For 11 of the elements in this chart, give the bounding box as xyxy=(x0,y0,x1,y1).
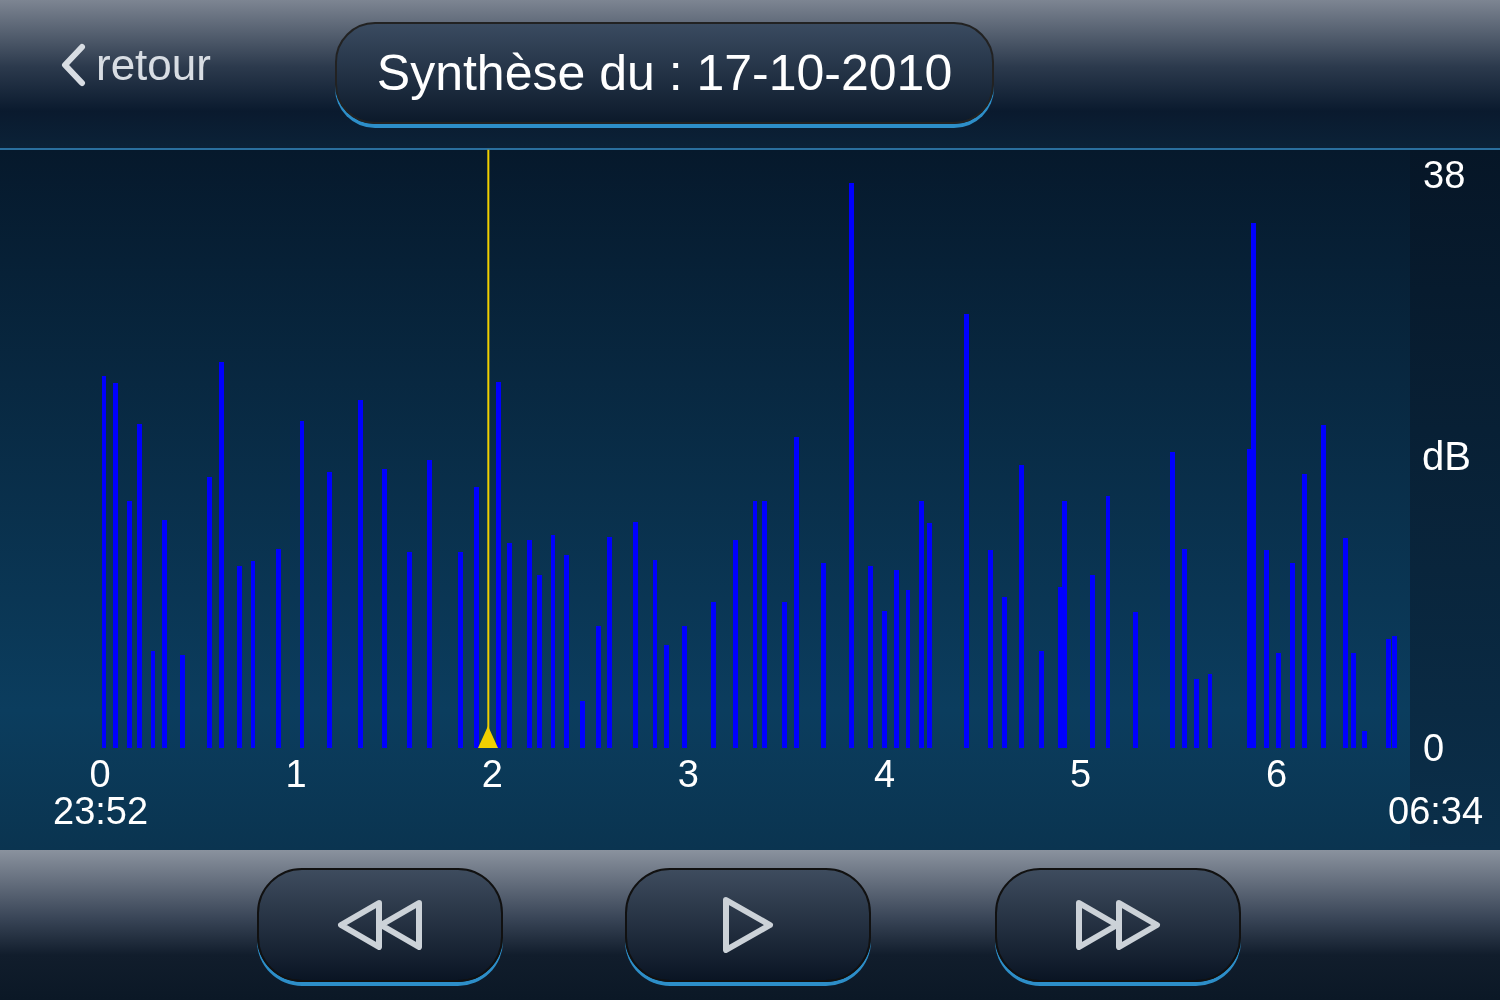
chart-title: Synthèse du : 17-10-2010 xyxy=(335,22,994,124)
x-tick-label: 1 xyxy=(285,753,307,795)
x-tick-label: 3 xyxy=(677,753,699,795)
text: 06:34 xyxy=(1388,790,1484,832)
x-tick-label: 6 xyxy=(1266,753,1288,795)
y-axis-title: dB xyxy=(1422,434,1471,478)
y-tick-label: 38 xyxy=(1423,154,1466,197)
x-tick-label: 5 xyxy=(1069,753,1092,795)
text: retour xyxy=(96,40,211,90)
x-tick-label: 4 xyxy=(873,753,896,795)
x-tick-label: 2 xyxy=(481,753,503,795)
